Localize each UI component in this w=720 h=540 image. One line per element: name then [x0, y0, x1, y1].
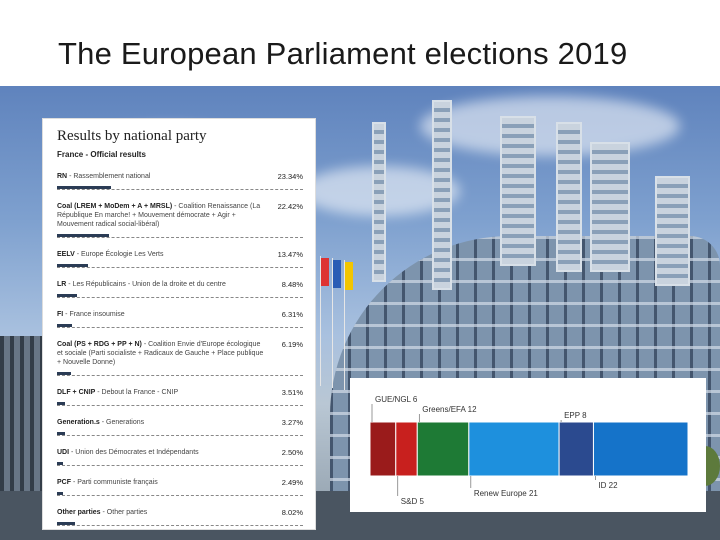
- party-name: PCF - Parti communiste français: [57, 478, 267, 487]
- party-name: FI - France insoumise: [57, 310, 267, 319]
- party-code: Coal (PS + RDG + PP + N): [57, 341, 142, 348]
- seat-group-label: ID 22: [598, 481, 618, 490]
- seat-distribution-svg: GUE/NGL 6 S&D 5 Greens/EFA 12 Renew Europe …: [369, 395, 689, 506]
- seat-group-segment: [369, 421, 397, 477]
- party-description: - Europe Écologie Les Verts: [74, 251, 164, 258]
- party-name: Coal (LREM + MoDem + A + MRSL) - Coaliti…: [57, 202, 267, 229]
- party-percentage: 6.19%: [281, 340, 303, 349]
- seat-group-label: GUE/NGL 6: [375, 395, 418, 404]
- party-code: DLF + CNIP: [57, 389, 96, 396]
- results-subheading: France - Official results: [57, 150, 146, 159]
- party-vote-bar: [57, 432, 65, 435]
- seat-group-segment: [558, 421, 594, 477]
- party-row: Coal (PS + RDG + PP + N) - Coalition Env…: [57, 340, 303, 376]
- party-row: Other parties - Other parties 8.02%: [57, 508, 303, 526]
- slide-title: The European Parliament elections 2019: [58, 36, 628, 71]
- party-code: EELV: [57, 251, 75, 258]
- party-results-list: RN - Rassemblement national 23.34% Coal (L…: [57, 172, 303, 538]
- party-row: FI - France insoumise 6.31%: [57, 310, 303, 328]
- party-description: - Coalition Envie d'Europe écologique et…: [57, 341, 264, 366]
- party-vote-bar: [57, 294, 77, 297]
- party-code: RN: [57, 173, 68, 180]
- party-row: RN - Rassemblement national 23.34%: [57, 172, 303, 190]
- party-row: DLF + CNIP - Debout la France - CNIP 3.51…: [57, 388, 303, 406]
- party-percentage: 23.34%: [277, 172, 303, 181]
- seat-group-label: Greens/EFA 12: [422, 405, 477, 414]
- seat-group-label: EPP 8: [564, 411, 587, 420]
- party-name: UDI - Union des Démocrates et Indépendan…: [57, 448, 267, 457]
- party-description: - France insoumise: [63, 311, 125, 318]
- party-vote-bar: [57, 324, 72, 327]
- party-name: LR - Les Républicains - Union de la droi…: [57, 280, 267, 289]
- party-code: PCF: [57, 479, 71, 486]
- party-code: UDI: [57, 449, 70, 456]
- party-name: DLF + CNIP - Debout la France - CNIP: [57, 388, 267, 397]
- seat-group-label: S&D 5: [401, 497, 425, 506]
- party-description: - Rassemblement national: [67, 173, 151, 180]
- party-code: Coal (LREM + MoDem + A + MRSL): [57, 203, 173, 210]
- party-row: UDI - Union des Démocrates et Indépendan…: [57, 448, 303, 466]
- party-code: Generation.s: [57, 419, 100, 426]
- seat-group-label: Renew Europe 21: [474, 489, 539, 498]
- party-description: - Generations: [99, 419, 145, 426]
- party-percentage: 22.42%: [277, 202, 303, 211]
- seat-group-segment: [416, 421, 470, 477]
- party-code: LR: [57, 281, 67, 288]
- party-code: Other parties: [57, 509, 101, 516]
- party-percentage: 3.51%: [281, 388, 303, 397]
- party-percentage: 6.31%: [281, 310, 303, 319]
- party-name: EELV - Europe Écologie Les Verts: [57, 250, 267, 259]
- party-vote-bar: [57, 372, 72, 375]
- results-card: Results by national party France - Offic…: [42, 118, 316, 530]
- party-vote-bar: [57, 264, 88, 267]
- party-vote-bar: [57, 186, 111, 189]
- seat-group-segment: [395, 421, 418, 477]
- party-percentage: 3.27%: [281, 418, 303, 427]
- party-row: LR - Les Républicains - Union de la droi…: [57, 280, 303, 298]
- party-row: PCF - Parti communiste français 2.49%: [57, 478, 303, 496]
- party-description: - Les Républicains - Union de la droite …: [66, 281, 226, 288]
- party-description: - Debout la France - CNIP: [95, 389, 179, 396]
- party-percentage: 8.48%: [281, 280, 303, 289]
- results-heading: Results by national party: [57, 128, 207, 144]
- party-percentage: 13.47%: [277, 250, 303, 259]
- party-name: RN - Rassemblement national: [57, 172, 267, 181]
- party-code: FI: [57, 311, 64, 318]
- party-description: - Union des Démocrates et Indépendants: [69, 449, 199, 456]
- party-vote-bar: [57, 462, 63, 465]
- seat-distribution-chart: GUE/NGL 6 S&D 5 Greens/EFA 12 Renew Europe …: [350, 378, 706, 512]
- seat-group-segment: [592, 421, 689, 477]
- party-percentage: 2.50%: [281, 448, 303, 457]
- party-description: - Parti communiste français: [71, 479, 158, 486]
- party-row: EELV - Europe Écologie Les Verts 13.47%: [57, 250, 303, 268]
- party-vote-bar: [57, 402, 66, 405]
- party-name: Other parties - Other parties: [57, 508, 267, 517]
- party-percentage: 2.49%: [281, 478, 303, 487]
- party-row: Coal (LREM + MoDem + A + MRSL) - Coaliti…: [57, 202, 303, 238]
- seat-group-segment: [468, 421, 560, 477]
- party-vote-bar: [57, 234, 109, 237]
- party-vote-bar: [57, 492, 63, 495]
- party-percentage: 8.02%: [281, 508, 303, 517]
- party-name: Coal (PS + RDG + PP + N) - Coalition Env…: [57, 340, 267, 367]
- party-description: - Other parties: [100, 509, 148, 516]
- party-description: - Coalition Renaissance (La République E…: [57, 203, 261, 228]
- party-row: Generation.s - Generations 3.27%: [57, 418, 303, 436]
- party-name: Generation.s - Generations: [57, 418, 267, 427]
- party-vote-bar: [57, 522, 76, 525]
